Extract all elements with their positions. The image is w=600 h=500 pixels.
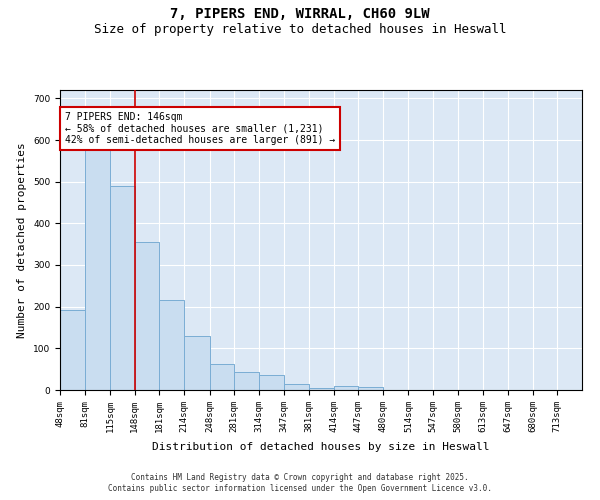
Bar <box>334 386 358 390</box>
Bar <box>309 388 334 390</box>
Bar <box>358 387 383 390</box>
Bar <box>234 372 259 390</box>
Y-axis label: Number of detached properties: Number of detached properties <box>17 142 28 338</box>
Text: 7 PIPERS END: 146sqm
← 58% of detached houses are smaller (1,231)
42% of semi-de: 7 PIPERS END: 146sqm ← 58% of detached h… <box>65 112 335 145</box>
Bar <box>110 186 135 390</box>
Text: 7, PIPERS END, WIRRAL, CH60 9LW: 7, PIPERS END, WIRRAL, CH60 9LW <box>170 8 430 22</box>
Bar <box>284 384 309 390</box>
Bar <box>60 310 85 390</box>
Text: Contains public sector information licensed under the Open Government Licence v3: Contains public sector information licen… <box>108 484 492 493</box>
Bar <box>259 376 284 390</box>
Bar <box>184 336 209 390</box>
Text: Size of property relative to detached houses in Heswall: Size of property relative to detached ho… <box>94 22 506 36</box>
Bar <box>160 300 184 390</box>
Bar <box>135 242 160 390</box>
Text: Distribution of detached houses by size in Heswall: Distribution of detached houses by size … <box>152 442 490 452</box>
Bar <box>85 148 110 390</box>
Text: Contains HM Land Registry data © Crown copyright and database right 2025.: Contains HM Land Registry data © Crown c… <box>131 472 469 482</box>
Bar <box>209 364 234 390</box>
